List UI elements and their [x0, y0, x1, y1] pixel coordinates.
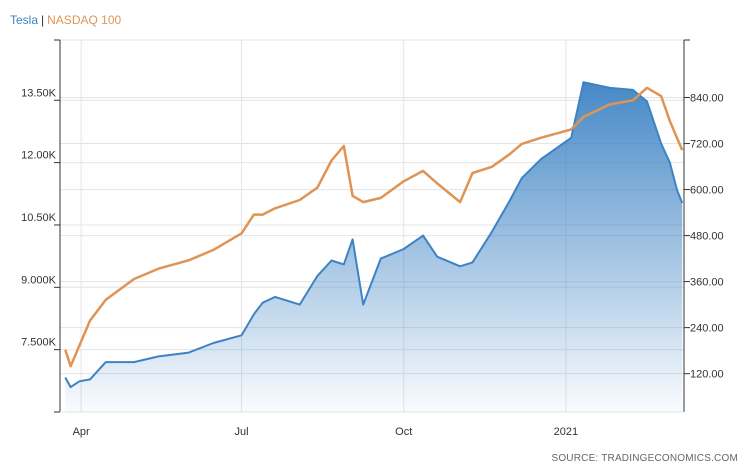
right-tick-label: 480.00	[690, 231, 724, 243]
legend: Tesla | NASDAQ 100	[10, 13, 121, 27]
right-tick-label: 840.00	[690, 93, 724, 105]
x-tick-label: Oct	[395, 426, 412, 438]
right-tick-label: 360.00	[690, 277, 724, 289]
left-tick-label: 12.00K	[21, 150, 57, 162]
legend-nasdaq: NASDAQ 100	[47, 13, 122, 27]
left-tick-label: 9.000K	[21, 274, 57, 286]
right-tick-label: 600.00	[690, 185, 724, 197]
tesla-area	[65, 82, 683, 412]
legend-separator: |	[41, 13, 45, 27]
right-tick-label: 240.00	[690, 323, 724, 335]
series-layer	[64, 81, 684, 412]
right-tick-label: 120.00	[690, 369, 724, 381]
source-label: SOURCE: TRADINGECONOMICS.COM	[551, 453, 738, 464]
x-tick-label: Apr	[73, 426, 90, 438]
tesla-line	[64, 81, 684, 389]
x-tick-label: Jul	[235, 426, 249, 438]
tick-labels: 7.500K 9.000K 10.50K 12.00K 13.50K 120.00 240.…	[21, 87, 724, 438]
left-tick-label: 10.50K	[21, 212, 57, 224]
left-tick-label: 13.50K	[21, 87, 57, 99]
x-tick-label: 2021	[554, 426, 578, 438]
legend-tesla: Tesla	[10, 13, 39, 27]
right-tick-label: 720.00	[690, 139, 724, 151]
nasdaq-line	[64, 86, 684, 368]
left-tick-label: 7.500K	[21, 337, 57, 349]
